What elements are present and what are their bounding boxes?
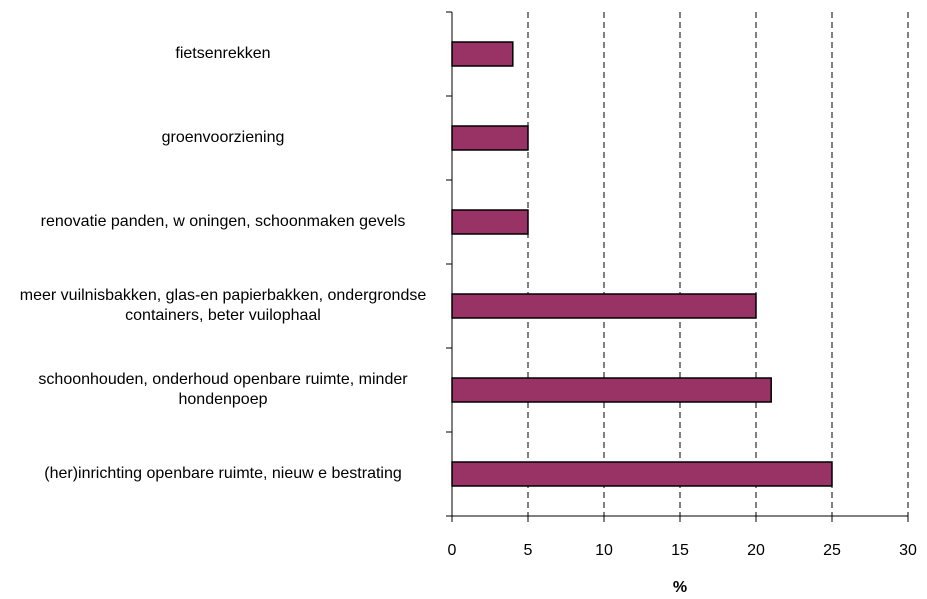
bar	[451, 125, 529, 151]
bar	[451, 293, 757, 319]
x-axis-label: %	[673, 579, 687, 596]
x-tick-label: 30	[899, 542, 917, 559]
x-tick-label: 10	[595, 542, 613, 559]
bar	[451, 209, 529, 235]
x-tick-label: 5	[524, 542, 533, 559]
x-tick-label: 15	[671, 542, 689, 559]
y-tick-label: schoonhouden, onderhoud openbare ruimte,…	[38, 371, 408, 408]
x-tick-label: 20	[747, 542, 765, 559]
y-tick-label: renovatie panden, w oningen, schoonmaken…	[40, 213, 406, 230]
y-tick-label: (her)inrichting openbare ruimte, nieuw e…	[44, 465, 402, 482]
y-tick-label: fietsenrekken	[175, 45, 271, 62]
y-tick-label: meer vuilnisbakken, glas-en papierbakken…	[19, 287, 427, 324]
x-tick-label: 25	[823, 542, 841, 559]
bar	[451, 377, 772, 403]
x-tick-label: 0	[448, 542, 457, 559]
y-tick-label: groenvoorziening	[161, 129, 285, 146]
bar	[451, 461, 833, 487]
bar	[451, 41, 514, 67]
